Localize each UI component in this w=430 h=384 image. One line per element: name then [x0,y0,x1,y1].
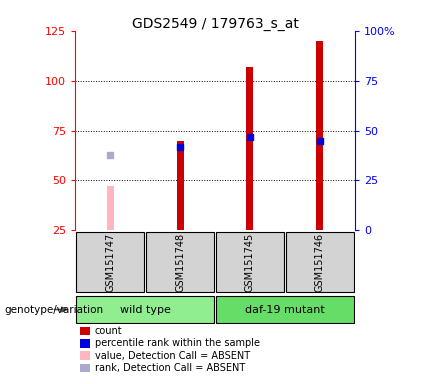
Text: wild type: wild type [120,305,171,314]
Text: count: count [95,326,122,336]
Bar [177,141,184,230]
Text: GSM151745: GSM151745 [245,232,255,292]
Text: GSM151748: GSM151748 [175,233,185,291]
Text: value, Detection Call = ABSENT: value, Detection Call = ABSENT [95,351,250,361]
Bar [216,296,354,323]
Text: GDS2549 / 179763_s_at: GDS2549 / 179763_s_at [132,17,298,31]
Point [107,151,114,157]
Bar [286,232,354,293]
Bar [76,296,214,323]
Bar [107,187,114,230]
Bar [76,232,144,293]
Bar [246,67,253,230]
Point [316,137,323,144]
Text: genotype/variation: genotype/variation [4,305,104,314]
Bar [146,232,214,293]
Text: rank, Detection Call = ABSENT: rank, Detection Call = ABSENT [95,363,245,373]
Text: GSM151747: GSM151747 [105,232,115,292]
Text: GSM151746: GSM151746 [315,233,325,291]
Text: percentile rank within the sample: percentile rank within the sample [95,338,260,348]
Bar [316,41,323,230]
Text: daf-19 mutant: daf-19 mutant [245,305,325,314]
Bar [216,232,284,293]
Point [246,134,253,140]
Point [177,144,184,150]
